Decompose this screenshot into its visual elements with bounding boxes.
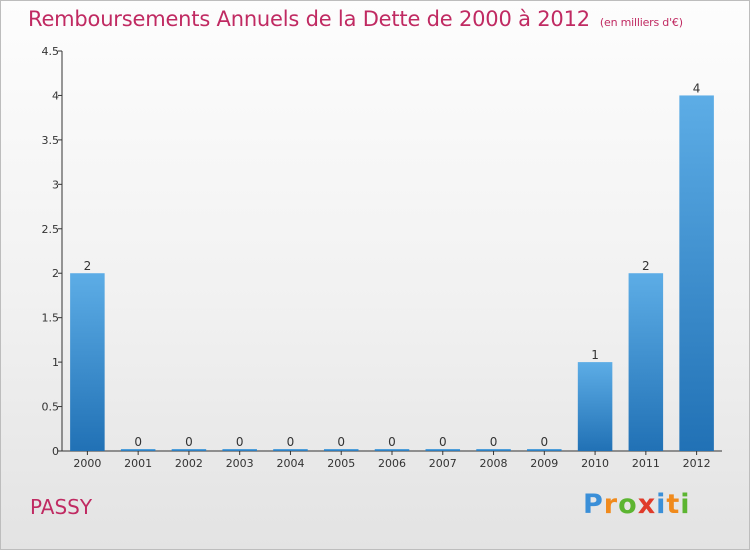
bar[interactable] <box>374 449 410 451</box>
y-tick-label: 1 <box>52 356 59 369</box>
y-tick-label: 4 <box>52 89 59 102</box>
bar[interactable] <box>273 449 308 451</box>
logo-letter: x <box>637 489 657 520</box>
bar-value-label: 1 <box>591 348 599 362</box>
proxiti-logo[interactable]: Proxiti <box>583 489 691 520</box>
bar[interactable] <box>222 449 257 451</box>
x-tick-label: 2004 <box>276 457 304 470</box>
bar[interactable] <box>527 449 562 451</box>
bar[interactable] <box>679 95 714 451</box>
y-axis: 0 0.5 1 1.5 2 2.5 3 3.5 4 4.5 <box>42 45 63 458</box>
bar[interactable] <box>577 362 613 451</box>
y-tick-label: 1.5 <box>42 312 60 325</box>
x-tick-label: 2000 <box>73 457 101 470</box>
bar-value-label: 4 <box>693 81 701 95</box>
x-axis: 2000 2001 2002 2003 2004 2005 2006 2007 2008 2009… <box>62 450 722 470</box>
bars <box>70 95 714 451</box>
data-labels: 2 0 0 0 0 0 0 0 0 0 1 2 4 <box>84 81 701 449</box>
bar-value-label: 2 <box>84 259 92 273</box>
x-tick-label: 2010 <box>581 457 609 470</box>
logo-letter: P <box>583 489 604 520</box>
bar[interactable] <box>171 449 207 451</box>
chart-subtitle: (en milliers d'€) <box>599 16 683 29</box>
bar-value-label: 0 <box>337 435 345 449</box>
bar[interactable] <box>323 449 359 451</box>
logo-letter: i <box>656 489 667 520</box>
city-name: PASSY <box>30 495 93 519</box>
x-tick-label: 2007 <box>429 457 457 470</box>
bar-value-label: 0 <box>439 435 447 449</box>
bar-value-label: 0 <box>236 435 244 449</box>
y-tick-label: 2 <box>52 267 59 280</box>
logo-letter: t <box>666 489 681 520</box>
bar[interactable] <box>628 273 664 451</box>
bar[interactable] <box>70 273 105 451</box>
y-tick-label: 2.5 <box>42 223 60 236</box>
bar-value-label: 0 <box>490 435 498 449</box>
x-tick-label: 2001 <box>124 457 152 470</box>
x-tick-label: 2003 <box>226 457 254 470</box>
bar-value-label: 0 <box>185 435 193 449</box>
x-tick-label: 2009 <box>530 457 558 470</box>
y-tick-label: 4.5 <box>42 45 60 58</box>
bar[interactable] <box>476 449 511 451</box>
y-tick-label: 0 <box>52 445 59 458</box>
x-tick-label: 2002 <box>175 457 203 470</box>
x-tick-label: 2005 <box>327 457 355 470</box>
logo-letter: r <box>603 489 619 520</box>
bar[interactable] <box>120 449 156 451</box>
y-tick-label: 0.5 <box>42 401 60 414</box>
bar-value-label: 0 <box>540 435 548 449</box>
title-text: Remboursements Annuels de la Dette de 20… <box>28 7 590 31</box>
logo-letter: i <box>680 489 691 520</box>
bar-value-label: 2 <box>642 259 650 273</box>
bar-value-label: 0 <box>134 435 142 449</box>
x-tick-label: 2011 <box>632 457 660 470</box>
chart-title: Remboursements Annuels de la Dette de 20… <box>28 7 683 31</box>
bar[interactable] <box>425 449 461 451</box>
y-tick-label: 3 <box>52 178 59 191</box>
x-tick-label: 2012 <box>683 457 711 470</box>
logo-letter: o <box>618 489 638 520</box>
bar-value-label: 0 <box>287 435 295 449</box>
x-tick-label: 2006 <box>378 457 406 470</box>
bar-value-label: 0 <box>388 435 396 449</box>
x-tick-label: 2008 <box>480 457 508 470</box>
y-tick-label: 3.5 <box>42 134 60 147</box>
